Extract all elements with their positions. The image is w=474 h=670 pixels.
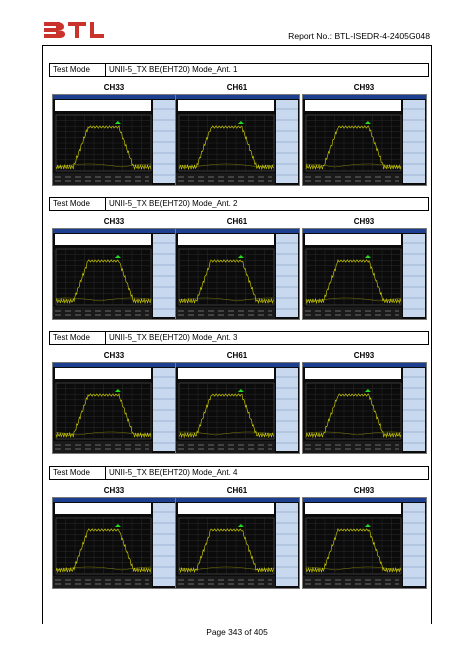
channel-label: CH61 bbox=[226, 486, 248, 495]
spectrum-analyzer-screenshot bbox=[176, 363, 299, 453]
test-mode-value: UNII-5_TX BE(EHT20) Mode_Ant. 2 bbox=[109, 199, 238, 208]
spectrum-plot bbox=[302, 497, 427, 589]
test-mode-row: Test Mode UNII-5_TX BE(EHT20) Mode_Ant. 3 bbox=[49, 331, 429, 345]
spectrum-analyzer-screenshot bbox=[53, 363, 176, 453]
report-number: Report No.: BTL-ISEDR-4-2405G048 bbox=[288, 31, 430, 41]
btl-logo bbox=[44, 22, 104, 38]
spectrum-plot bbox=[175, 94, 300, 186]
spectrum-plot bbox=[52, 228, 177, 320]
spectrum-plot bbox=[175, 362, 300, 454]
channel-label: CH33 bbox=[103, 217, 125, 226]
test-mode-label: Test Mode bbox=[50, 332, 106, 344]
spectrum-plot bbox=[302, 228, 427, 320]
spectrum-plot bbox=[175, 228, 300, 320]
test-mode-value: UNII-5_TX BE(EHT20) Mode_Ant. 3 bbox=[109, 333, 238, 342]
spectrum-plot bbox=[175, 497, 300, 589]
spectrum-analyzer-screenshot bbox=[176, 498, 299, 588]
channel-label: CH61 bbox=[226, 83, 248, 92]
channel-label: CH33 bbox=[103, 83, 125, 92]
channel-label: CH93 bbox=[353, 83, 375, 92]
spectrum-analyzer-screenshot bbox=[53, 498, 176, 588]
test-mode-value: UNII-5_TX BE(EHT20) Mode_Ant. 1 bbox=[109, 65, 238, 74]
spectrum-plot bbox=[52, 362, 177, 454]
spectrum-analyzer-screenshot bbox=[303, 498, 426, 588]
page-number: Page 343 of 405 bbox=[206, 627, 268, 637]
test-mode-value: UNII-5_TX BE(EHT20) Mode_Ant. 4 bbox=[109, 468, 238, 477]
page-frame bbox=[42, 45, 432, 624]
spectrum-analyzer-screenshot bbox=[176, 229, 299, 319]
test-mode-row: Test Mode UNII-5_TX BE(EHT20) Mode_Ant. 2 bbox=[49, 197, 429, 211]
spectrum-analyzer-screenshot bbox=[303, 95, 426, 185]
channel-label: CH93 bbox=[353, 351, 375, 360]
spectrum-analyzer-screenshot bbox=[303, 363, 426, 453]
test-mode-row: Test Mode UNII-5_TX BE(EHT20) Mode_Ant. 4 bbox=[49, 466, 429, 480]
spectrum-analyzer-screenshot bbox=[53, 229, 176, 319]
spectrum-plot bbox=[52, 94, 177, 186]
spectrum-plot bbox=[52, 497, 177, 589]
spectrum-plot bbox=[302, 94, 427, 186]
channel-label: CH93 bbox=[353, 486, 375, 495]
channel-label: CH61 bbox=[226, 351, 248, 360]
spectrum-analyzer-screenshot bbox=[176, 95, 299, 185]
channel-label: CH33 bbox=[103, 486, 125, 495]
channel-label: CH61 bbox=[226, 217, 248, 226]
channel-label: CH93 bbox=[353, 217, 375, 226]
test-mode-label: Test Mode bbox=[50, 467, 106, 479]
channel-label: CH33 bbox=[103, 351, 125, 360]
test-mode-row: Test Mode UNII-5_TX BE(EHT20) Mode_Ant. 1 bbox=[49, 63, 429, 77]
test-mode-label: Test Mode bbox=[50, 198, 106, 210]
spectrum-plot bbox=[302, 362, 427, 454]
test-mode-label: Test Mode bbox=[50, 64, 106, 76]
spectrum-analyzer-screenshot bbox=[303, 229, 426, 319]
spectrum-analyzer-screenshot bbox=[53, 95, 176, 185]
